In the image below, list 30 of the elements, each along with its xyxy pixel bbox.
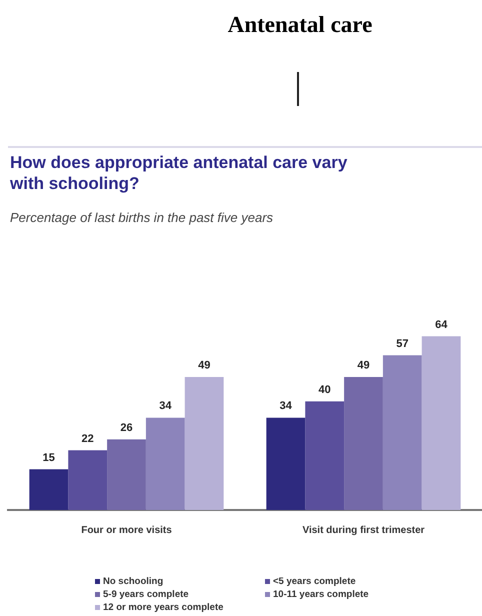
- data-label: 26: [120, 422, 133, 434]
- data-label: 15: [42, 452, 55, 464]
- legend-label: No schooling: [102, 575, 164, 588]
- data-label: 64: [435, 318, 448, 331]
- bar: [29, 469, 68, 510]
- legend-label: 5-9 years complete: [102, 588, 190, 601]
- data-label: 40: [318, 384, 331, 396]
- data-label: 22: [82, 432, 94, 445]
- bar: [344, 377, 383, 510]
- x-tick-label: Visit during first trimester: [302, 524, 425, 536]
- bar: [146, 418, 185, 510]
- chart-subtitle: How does appropriate antenatal care vary with schooling?: [10, 152, 348, 194]
- bar: [184, 377, 224, 510]
- data-label: 57: [396, 338, 408, 350]
- data-label: 49: [357, 360, 370, 372]
- bar: [305, 401, 344, 510]
- text: Percentage of last births in the past five years: [10, 210, 274, 225]
- data-label: 34: [280, 400, 293, 412]
- bar: [107, 439, 146, 510]
- chart-title: Antenatal care: [226, 12, 374, 38]
- legend-label: 12 or more years complete: [102, 601, 224, 614]
- legend-label: <5 years complete: [272, 575, 357, 588]
- x-tick-label: Four or more visits: [81, 524, 172, 536]
- bar: [382, 355, 422, 510]
- legend-label: 10-11 years complete: [272, 588, 370, 601]
- bar: [422, 336, 461, 510]
- data-label: 49: [198, 360, 210, 372]
- bar: [266, 418, 306, 510]
- bar: [68, 450, 108, 510]
- data-label: 34: [159, 400, 172, 412]
